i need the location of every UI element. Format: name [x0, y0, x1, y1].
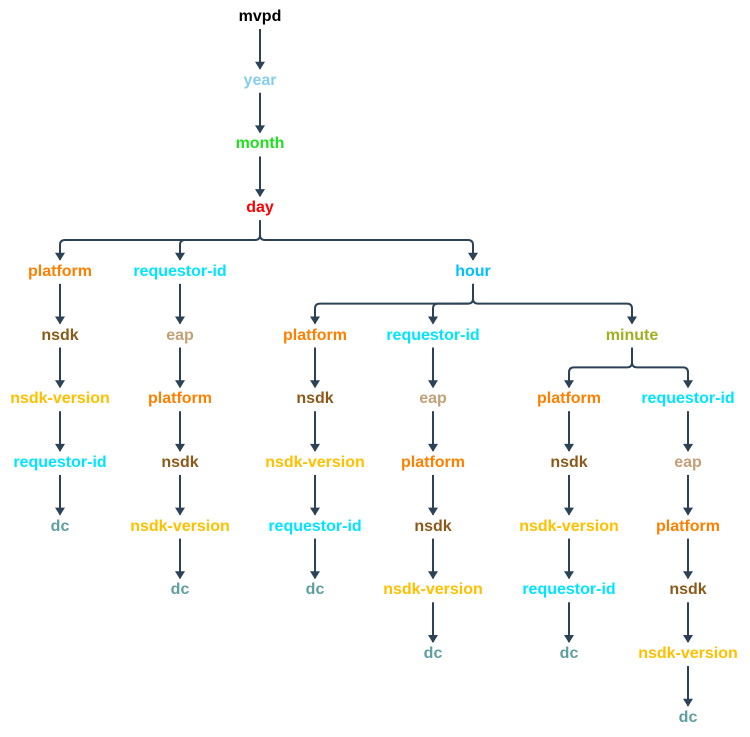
- node-nsdk-version: nsdk-version: [383, 581, 483, 599]
- branch-stem: [631, 362, 638, 369]
- arrowhead-icon: [683, 698, 693, 707]
- branch-stem: [259, 234, 266, 241]
- arrowhead-icon: [564, 380, 574, 389]
- arrowhead-icon: [255, 189, 265, 198]
- node-nsdk-version: nsdk-version: [10, 390, 110, 408]
- node-nsdk-version: nsdk-version: [265, 453, 365, 471]
- arrowhead-icon: [428, 571, 438, 580]
- node-nsdk: nsdk: [414, 517, 452, 535]
- node-hour: hour: [455, 262, 491, 280]
- node-nsdk-version: nsdk-version: [519, 517, 619, 535]
- arrowhead-icon: [564, 507, 574, 516]
- node-nsdk: nsdk: [550, 453, 588, 471]
- arrowhead-icon: [564, 443, 574, 452]
- branch-arrow: [59, 238, 255, 260]
- node-platform: platform: [656, 517, 720, 535]
- node-nsdk: nsdk: [41, 326, 79, 344]
- arrowhead-icon: [55, 380, 65, 389]
- branch-stem: [472, 298, 479, 305]
- node-nsdk: nsdk: [296, 390, 334, 408]
- node-minute: minute: [605, 326, 659, 344]
- node-nsdk-version: nsdk-version: [130, 517, 230, 535]
- node-year: year: [243, 71, 277, 89]
- node-dc: dc: [305, 581, 325, 599]
- branch-arrow: [568, 366, 627, 388]
- node-requestor-id: requestor-id: [522, 581, 616, 599]
- arrowhead-icon: [310, 443, 320, 452]
- arrowhead-icon: [175, 316, 185, 325]
- arrowhead-icon: [55, 507, 65, 516]
- node-month: month: [235, 135, 285, 153]
- arrowhead-icon: [175, 252, 185, 261]
- arrowhead-icon: [428, 380, 438, 389]
- arrowhead-icon: [55, 316, 65, 325]
- arrowhead-icon: [428, 443, 438, 452]
- node-requestor-id: requestor-id: [13, 453, 107, 471]
- node-dc: dc: [50, 517, 70, 535]
- node-nsdk: nsdk: [161, 453, 199, 471]
- arrowhead-icon: [310, 571, 320, 580]
- branch-arrow: [637, 366, 689, 388]
- node-requestor-id: requestor-id: [268, 517, 362, 535]
- node-nsdk-version: nsdk-version: [638, 645, 738, 662]
- arrowhead-icon: [428, 316, 438, 325]
- arrowhead-icon: [627, 316, 637, 325]
- node-dc: dc: [170, 581, 190, 599]
- node-requestor-id: requestor-id: [386, 326, 480, 344]
- arrowhead-icon: [255, 125, 265, 134]
- node-day: day: [246, 199, 274, 217]
- node-eap: eap: [674, 453, 702, 471]
- arrowhead-icon: [255, 61, 265, 70]
- arrowhead-icon: [55, 252, 65, 261]
- node-dc: dc: [678, 708, 698, 726]
- arrowhead-icon: [175, 443, 185, 452]
- node-dc: dc: [559, 645, 579, 662]
- arrowhead-icon: [683, 507, 693, 516]
- arrowhead-icon: [683, 443, 693, 452]
- node-dc: dc: [423, 645, 443, 662]
- arrowhead-icon: [55, 443, 65, 452]
- node-platform: platform: [537, 390, 601, 408]
- arrowhead-icon: [175, 571, 185, 580]
- branch-arrow: [314, 302, 468, 324]
- node-platform: platform: [401, 453, 465, 471]
- arrowhead-icon: [310, 507, 320, 516]
- node-eap: eap: [419, 390, 447, 408]
- arrowhead-icon: [310, 316, 320, 325]
- node-mvpd: mvpd: [238, 8, 282, 25]
- node-platform: platform: [28, 262, 92, 280]
- node-eap: eap: [166, 326, 194, 344]
- arrowhead-icon: [175, 507, 185, 516]
- branch-arrow: [265, 238, 474, 260]
- node-nsdk: nsdk: [669, 581, 707, 599]
- arrowhead-icon: [564, 571, 574, 580]
- branch-arrow: [432, 302, 468, 324]
- node-requestor-id: requestor-id: [641, 390, 735, 408]
- arrowhead-icon: [683, 571, 693, 580]
- arrowhead-icon: [175, 380, 185, 389]
- arrowhead-icon: [683, 635, 693, 643]
- arrowhead-icon: [428, 507, 438, 516]
- branch-arrow: [478, 302, 633, 324]
- arrowhead-icon: [564, 635, 574, 643]
- arrowhead-icon: [428, 635, 438, 643]
- node-platform: platform: [148, 390, 212, 408]
- node-platform: platform: [283, 326, 347, 344]
- node-requestor-id: requestor-id: [133, 262, 227, 280]
- arrowhead-icon: [310, 380, 320, 389]
- branch-arrow: [179, 238, 255, 260]
- arrowhead-icon: [468, 252, 478, 261]
- arrowhead-icon: [683, 380, 693, 389]
